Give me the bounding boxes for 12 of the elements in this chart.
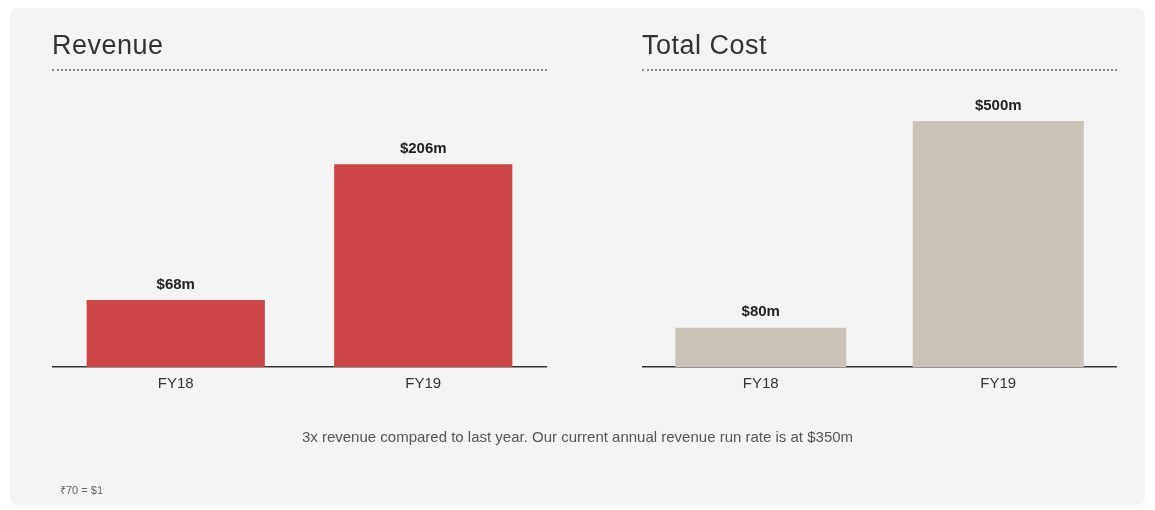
- x-tick-label: FY19: [405, 374, 442, 392]
- x-tick-label: FY19: [980, 374, 1017, 392]
- data-label: $206m: [399, 138, 447, 156]
- chart-title: Total Cost: [642, 30, 1117, 71]
- chart-title: Revenue: [52, 30, 547, 71]
- text: ₹70 = $1: [60, 483, 104, 497]
- x-tick-label: FY18: [742, 374, 779, 392]
- data-label: $68m: [156, 274, 195, 292]
- x-tick-label: FY18: [157, 374, 194, 392]
- data-label: $80m: [741, 302, 780, 320]
- data-label: $500m: [974, 95, 1022, 113]
- text: 3x revenue compared to last year. Our current annual revenue run rate is at $350m: [300, 428, 855, 445]
